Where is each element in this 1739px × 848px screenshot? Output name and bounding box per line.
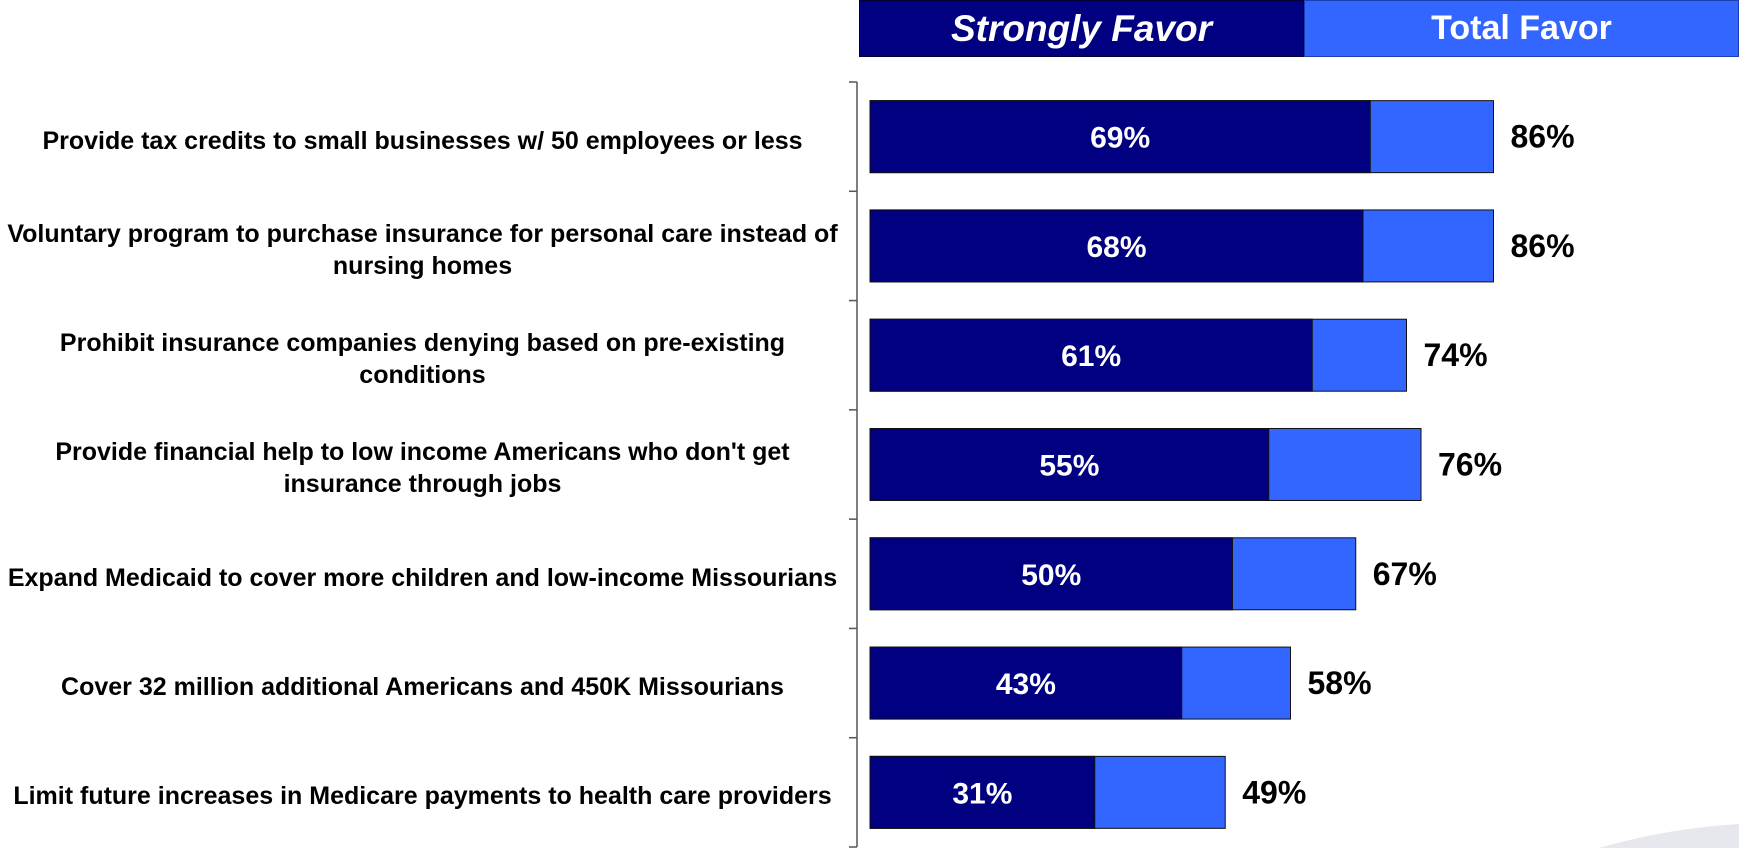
- category-label: Voluntary program to purchase insurance …: [7, 220, 838, 280]
- category-label: Limit future increases in Medicare payme…: [13, 782, 832, 810]
- data-label-strongly-favor: 43%: [996, 668, 1056, 701]
- category-label: Provide financial help to low income Ame…: [55, 438, 790, 498]
- bar-strongly-favor: [869, 646, 1183, 720]
- legend-strongly-favor-label: Strongly Favor: [950, 7, 1213, 49]
- data-label-total-favor: 76%: [1438, 447, 1502, 483]
- category-label: Provide tax credits to small businesses …: [42, 127, 803, 155]
- category-label: Expand Medicaid to cover more children a…: [7, 564, 838, 592]
- background-swoosh: [1599, 824, 1739, 848]
- bar-strongly-favor: [869, 428, 1270, 501]
- data-label-total-favor: 74%: [1424, 337, 1488, 373]
- bar-strongly-favor: [869, 318, 1313, 392]
- legend-total-favor: Total Favor: [1304, 0, 1739, 57]
- category-label: Prohibit insurance companies denying bas…: [59, 329, 786, 389]
- data-label-total-favor: 49%: [1242, 774, 1306, 810]
- data-label-total-favor: 86%: [1511, 119, 1575, 155]
- bar-strongly-favor: [869, 537, 1233, 611]
- legend-strongly-favor: Strongly Favor: [859, 0, 1304, 57]
- data-label-strongly-favor: 68%: [1086, 231, 1146, 264]
- data-label-total-favor: 86%: [1511, 228, 1575, 264]
- bar-strongly-favor: [869, 209, 1364, 283]
- bar-strongly-favor: [869, 755, 1096, 829]
- data-label-total-favor: 58%: [1308, 665, 1372, 701]
- category-label: Cover 32 million additional Americans an…: [61, 673, 784, 701]
- data-label-strongly-favor: 55%: [1039, 450, 1099, 483]
- data-label-strongly-favor: 69%: [1090, 122, 1150, 155]
- data-label-strongly-favor: 50%: [1021, 559, 1081, 592]
- data-label-total-favor: 67%: [1373, 556, 1437, 592]
- bar-strongly-favor: [869, 100, 1371, 174]
- data-label-strongly-favor: 31%: [952, 777, 1012, 810]
- legend-total-favor-label: Total Favor: [1431, 9, 1612, 47]
- data-label-strongly-favor: 61%: [1061, 340, 1121, 373]
